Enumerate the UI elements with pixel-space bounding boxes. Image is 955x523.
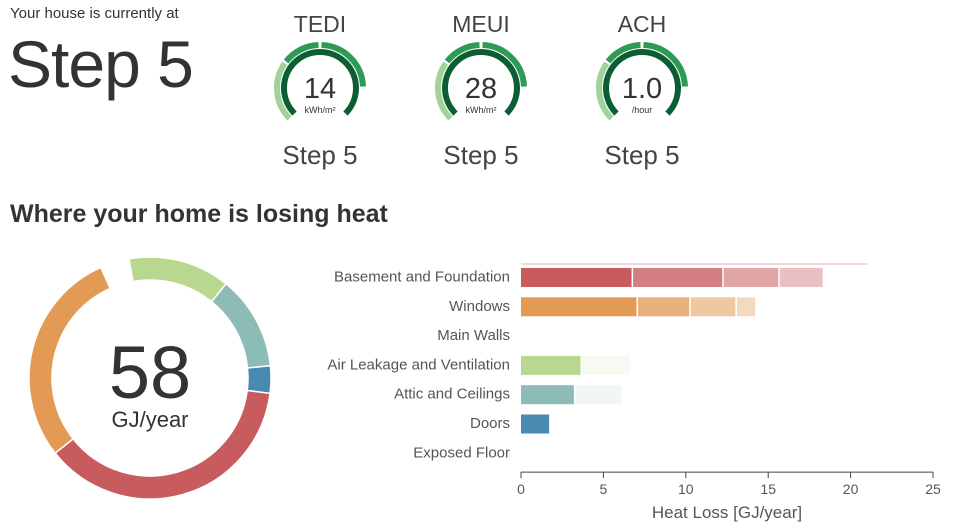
gauge-tedi: TEDI 14 kWh/m² Step 5 (260, 10, 380, 171)
donut-slice-air-leakage-and-ventilation (128, 256, 228, 303)
category-label: Main Walls (437, 327, 510, 344)
gauge-meui: MEUI 28 kWh/m² Step 5 (421, 10, 541, 171)
x-tick-label: 25 (925, 481, 941, 497)
heat-loss-donut-chart (28, 256, 272, 500)
bar-segment (521, 385, 574, 405)
gauge-value: 28 (465, 73, 497, 105)
gauge-value: 1.0 (622, 73, 662, 105)
status-label: Your house is currently at (10, 5, 179, 22)
x-tick-label: 0 (517, 481, 525, 497)
gauge-arc-step-1-3 (435, 61, 453, 121)
donut-slice-doors (246, 364, 272, 395)
gauge-dial: 1.0/hour (596, 42, 688, 121)
heat-loss-bar-chart: Basement and Foundation Windows Main Walls… (327, 263, 941, 522)
gauge-arc-step-4 (283, 42, 319, 64)
gauge-arc-step-1-3 (274, 61, 292, 121)
category-label: Basement and Foundation (334, 269, 510, 286)
bar-segment (521, 297, 637, 317)
section-title: Where your home is losing heat (10, 200, 388, 228)
bar-segment (736, 297, 756, 317)
gauge-step: Step 5 (443, 140, 519, 170)
gauge-progress-arc (281, 49, 359, 116)
bar-segment (581, 355, 630, 375)
gauge-arc-step-4 (444, 42, 480, 64)
gauge-ach: ACH 1.0/hour Step 5 (582, 10, 702, 171)
bar-segment (690, 297, 736, 317)
bar-segment (521, 414, 550, 434)
gauge-arc-step-4 (605, 42, 641, 64)
category-label: Windows (449, 298, 510, 315)
category-label: Air Leakage and Ventilation (327, 356, 510, 373)
bar-segment (779, 268, 823, 287)
gauge-title: MEUI (452, 11, 510, 37)
donut-total-unit: GJ/year (111, 407, 189, 432)
gauge-arc-step-5 (321, 42, 366, 87)
x-tick-label: 15 (760, 481, 776, 497)
gauge-arc-step-5 (482, 42, 527, 87)
gauge-arc-step-5 (643, 42, 688, 87)
donut-total-value: 58 (108, 331, 192, 414)
gauge-unit: /hour (632, 105, 653, 115)
gauge-step: Step 5 (604, 140, 680, 170)
category-label: Exposed Floor (413, 444, 510, 461)
reference-line (521, 263, 868, 265)
gauge-progress-arc (442, 49, 520, 116)
x-tick-label: 20 (843, 481, 859, 497)
current-step: Step 5 (8, 27, 194, 101)
gauge-step: Step 5 (282, 140, 358, 170)
category-label: Attic and Ceilings (394, 386, 510, 403)
bar-segment (633, 268, 723, 287)
x-tick-label: 5 (600, 481, 608, 497)
x-axis-title: Heat Loss [GJ/year] (652, 503, 802, 522)
gauge-unit: kWh/m² (466, 105, 497, 115)
gauge-value: 14 (304, 73, 336, 105)
gauge-unit: kWh/m² (305, 105, 336, 115)
gauge-title: TEDI (293, 11, 347, 37)
bar-segment (638, 297, 690, 317)
x-tick-label: 10 (678, 481, 694, 497)
donut-slice-windows (28, 266, 112, 455)
bar-segment (521, 355, 581, 375)
category-label: Doors (470, 415, 510, 432)
gauge-progress-arc (603, 49, 681, 116)
bar-segment (723, 268, 779, 287)
bar-segment (575, 385, 622, 405)
gauge-title: ACH (617, 11, 667, 37)
gauge-arc-step-1-3 (596, 61, 614, 121)
bar-segment (521, 268, 632, 287)
